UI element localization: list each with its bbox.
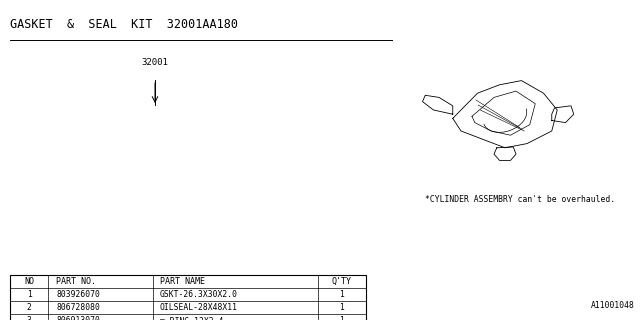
Text: PART NAME: PART NAME: [159, 277, 205, 286]
Text: 1: 1: [340, 303, 344, 312]
Text: 2: 2: [27, 303, 31, 312]
Text: 1: 1: [340, 290, 344, 299]
Text: Q'TY: Q'TY: [332, 277, 352, 286]
Bar: [10, 275, 366, 320]
Text: 806728080: 806728080: [56, 303, 100, 312]
Text: 32001: 32001: [141, 58, 168, 67]
Text: OILSEAL-28X48X11: OILSEAL-28X48X11: [159, 303, 237, 312]
Text: 1: 1: [27, 290, 31, 299]
Text: 3: 3: [27, 316, 31, 320]
Text: *CYLINDER ASSEMBRY can't be overhauled.: *CYLINDER ASSEMBRY can't be overhauled.: [425, 195, 615, 204]
Text: 803926070: 803926070: [56, 290, 100, 299]
Text: 806913070: 806913070: [56, 316, 100, 320]
Text: □ RING-13X2.4: □ RING-13X2.4: [159, 316, 223, 320]
Text: PART NO.: PART NO.: [56, 277, 97, 286]
Text: GSKT-26.3X30X2.0: GSKT-26.3X30X2.0: [159, 290, 237, 299]
Text: A11001048: A11001048: [591, 301, 635, 310]
Text: GASKET  &  SEAL  KIT  32001AA180: GASKET & SEAL KIT 32001AA180: [10, 18, 238, 31]
Text: NO: NO: [24, 277, 34, 286]
Text: 1: 1: [340, 316, 344, 320]
